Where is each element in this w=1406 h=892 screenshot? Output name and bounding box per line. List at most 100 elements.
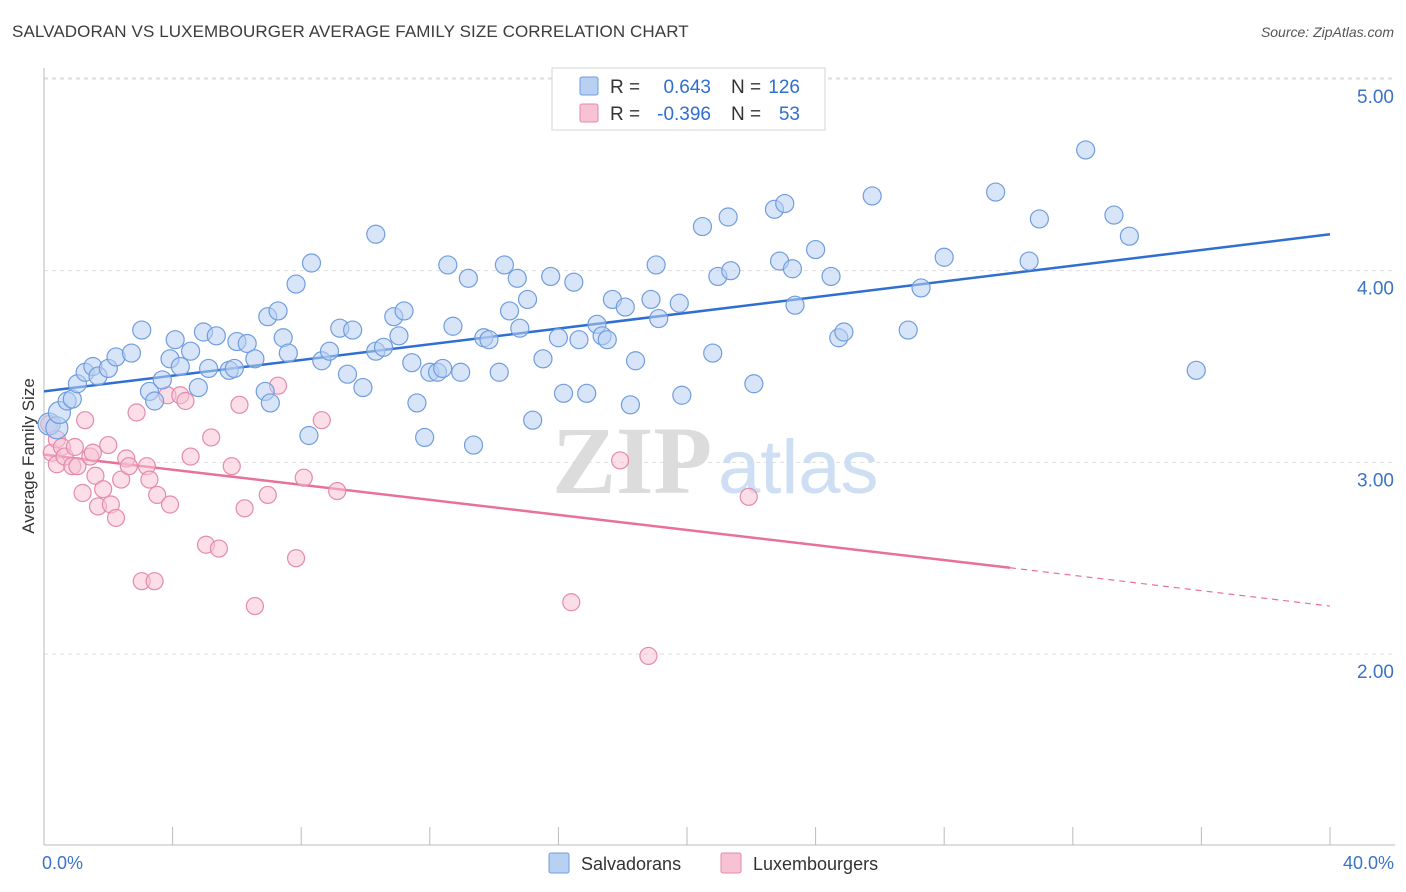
watermark: ZIP atlas: [552, 407, 879, 514]
salvadoran-point-43: [353, 377, 373, 398]
salvadoran-point-25: [224, 358, 244, 379]
luxembourger-point-27: [148, 485, 167, 505]
salvadoran-point-109: [1019, 251, 1039, 271]
salvadoran-point-12: [132, 320, 152, 340]
salvadoran-point-58: [451, 362, 471, 382]
legend-swatch-pink: [579, 103, 599, 123]
salvadoran-point-70: [533, 349, 553, 369]
luxembourger-trendline: [43, 453, 1011, 569]
salvadoran-point-76: [577, 383, 597, 403]
x-tick-label-max: 40.0%: [1343, 853, 1394, 873]
salvadoran-point-101: [821, 266, 841, 287]
salvadoran-point-57: [443, 316, 463, 336]
salvadoran-point-37: [301, 253, 322, 273]
salvadoran-point-23: [206, 326, 226, 346]
salvadoran-point-42: [343, 320, 363, 340]
y-tick-label-0: 2.00: [1357, 662, 1394, 683]
salvadoran-point-52: [415, 427, 435, 448]
salvadoran-point-48: [389, 326, 409, 346]
luxembourger-point-42: [286, 549, 306, 568]
salvadoran-point-73: [553, 383, 574, 403]
salvadoran-point-92: [718, 207, 738, 227]
legend-n-label-2: N =: [731, 104, 761, 125]
luxembourger-point-25: [140, 470, 159, 489]
legend-n-value-2: 53: [779, 104, 800, 125]
series-legend-label-luxembourgers: Luxembourgers: [753, 854, 878, 874]
salvadoran-points: [37, 140, 1206, 455]
salvadoran-point-98: [782, 259, 803, 279]
salvadoran-point-99: [785, 295, 805, 315]
salvadoran-point-107: [934, 247, 954, 267]
salvadoran-point-28: [245, 349, 265, 369]
x-tick-label-min: 0.0%: [42, 853, 83, 873]
luxembourger-point-39: [245, 596, 265, 616]
luxembourger-point-26: [145, 572, 164, 591]
salvadoran-point-66: [507, 268, 527, 288]
salvadoran-point-49: [394, 301, 414, 321]
luxembourger-point-29: [160, 495, 180, 514]
salvadoran-point-44: [366, 224, 386, 244]
luxembourger-point-43: [294, 468, 313, 487]
luxembourger-point-44: [312, 411, 331, 430]
salvadoran-point-100: [805, 239, 826, 260]
salvadoran-point-106: [911, 278, 931, 298]
legend-r-value-2: -0.396: [657, 104, 711, 125]
watermark-zip: ZIP: [552, 407, 712, 514]
salvadoran-point-34: [278, 343, 298, 363]
salvadoran-point-79: [597, 330, 617, 350]
salvadoran-point-62: [479, 330, 499, 350]
chart-title: SALVADORAN VS LUXEMBOURGER AVERAGE FAMIL…: [12, 22, 689, 41]
luxembourger-point-46: [562, 593, 581, 612]
legend-swatch-blue: [579, 76, 599, 96]
salvadoran-point-65: [499, 301, 520, 321]
legend-r-value-1: 0.643: [663, 77, 711, 98]
salvadoran-point-63: [489, 362, 509, 382]
luxembourger-point-36: [222, 457, 241, 476]
luxembourger-point-37: [230, 395, 249, 414]
salvadoran-point-82: [620, 395, 641, 415]
salvadoran-point-55: [433, 358, 453, 379]
salvadoran-point-108: [986, 182, 1006, 202]
salvadoran-point-89: [692, 216, 713, 237]
salvadoran-point-69: [523, 410, 543, 430]
salvadoran-point-85: [646, 255, 666, 275]
salvadoran-point-97: [775, 193, 795, 214]
luxembourger-point-22: [127, 403, 146, 422]
salvadoran-point-41: [337, 364, 358, 384]
salvadoran-point-56: [438, 255, 458, 275]
salvadoran-point-32: [268, 301, 288, 321]
legend-n-label-1: N =: [731, 77, 761, 98]
luxembourger-points: [40, 376, 758, 666]
axes: [43, 68, 1395, 846]
luxembourger-point-45: [328, 481, 347, 501]
salvadoran-point-74: [564, 272, 584, 292]
salvadoran-point-81: [615, 297, 635, 317]
salvadoran-point-83: [625, 351, 646, 371]
luxembourger-point-8: [68, 457, 87, 476]
salvadoran-point-50: [402, 353, 422, 373]
salvadoran-point-67: [510, 318, 530, 338]
series-legend-label-salvadorans: Salvadorans: [581, 854, 681, 874]
salvadoran-point-64: [494, 255, 514, 275]
series-legend: Salvadorans Luxembourgers: [548, 852, 878, 874]
y-tick-label-2: 4.00: [1357, 279, 1394, 300]
luxembourger-point-7: [65, 437, 84, 457]
luxembourger-point-10: [76, 411, 95, 430]
salvadoran-point-18: [170, 356, 190, 377]
legend-r-label-2: R =: [610, 104, 640, 125]
salvadoran-point-111: [1076, 140, 1096, 160]
luxembourger-point-35: [209, 539, 228, 558]
salvadoran-point-51: [407, 393, 427, 413]
luxembourger-point-38: [235, 499, 254, 518]
salvadoran-point-88: [672, 385, 692, 405]
salvadoran-point-19: [181, 341, 201, 361]
salvadoran-point-113: [1119, 226, 1139, 246]
salvadoran-point-11: [121, 343, 142, 363]
salvadoran-point-27: [237, 333, 257, 354]
salvadoran-point-60: [463, 435, 484, 455]
salvadoran-point-14: [144, 391, 165, 411]
salvadoran-point-75: [569, 330, 589, 350]
salvadoran-point-114: [1186, 360, 1206, 380]
salvadoran-point-86: [649, 308, 669, 329]
luxembourger-point-13: [86, 466, 105, 485]
